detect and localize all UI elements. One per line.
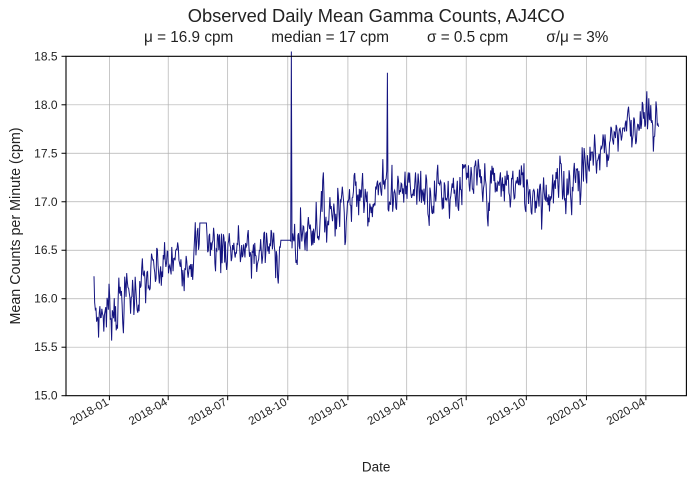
svg-text:18.5: 18.5 — [34, 49, 58, 63]
svg-text:Date: Date — [362, 460, 391, 475]
svg-text:16.0: 16.0 — [34, 292, 58, 306]
svg-text:2019-04: 2019-04 — [366, 396, 409, 428]
svg-text:17.0: 17.0 — [34, 195, 58, 209]
svg-text:2019-01: 2019-01 — [307, 396, 350, 428]
svg-text:2018-01: 2018-01 — [68, 396, 111, 428]
svg-text:2019-10: 2019-10 — [485, 396, 528, 428]
svg-text:2018-10: 2018-10 — [247, 396, 290, 428]
svg-text:2018-07: 2018-07 — [187, 396, 230, 428]
svg-text:15.5: 15.5 — [34, 340, 58, 354]
svg-text:18.0: 18.0 — [34, 98, 58, 112]
svg-text:15.0: 15.0 — [34, 389, 58, 403]
svg-text:16.5: 16.5 — [34, 243, 58, 257]
svg-text:2019-07: 2019-07 — [425, 396, 468, 428]
svg-text:Mean Counts per Minute (cpm): Mean Counts per Minute (cpm) — [8, 127, 24, 324]
svg-text:2020-04: 2020-04 — [605, 396, 648, 428]
svg-text:17.5: 17.5 — [34, 146, 58, 160]
svg-text:2020-01: 2020-01 — [545, 396, 588, 428]
svg-text:2018-04: 2018-04 — [127, 396, 170, 428]
